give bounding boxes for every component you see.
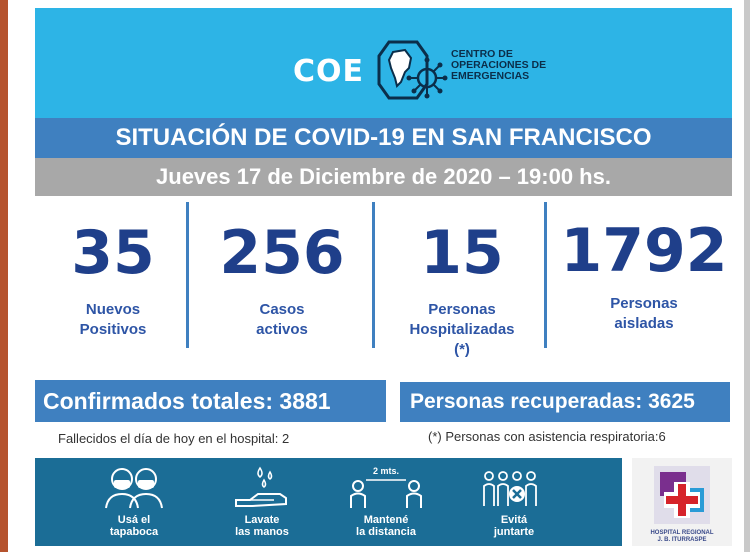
stat-value: 15 — [420, 218, 504, 288]
left-frame-border — [0, 0, 8, 552]
tip-line2: las manos — [235, 526, 289, 538]
stat-label-line1: Personas — [610, 295, 678, 312]
deaths-note: Fallecidos el día de hoy en el hospital:… — [58, 431, 290, 446]
logo-abbreviation: COE — [293, 54, 365, 89]
stat-divider — [372, 202, 375, 348]
virus-map-icon — [377, 40, 448, 100]
mask-icon — [105, 468, 163, 509]
logo-text: CENTRO DE OPERACIONES DE EMERGENCIAS — [451, 49, 546, 82]
stat-active-cases: 256 Casos activos — [196, 222, 368, 340]
stat-divider — [544, 202, 547, 348]
stat-label-line1: Casos — [259, 301, 305, 318]
tip-distance: 2 mts. Mantené la distancia — [331, 464, 441, 538]
hospital-name-line1: HOSPITAL REGIONAL — [650, 530, 714, 536]
handwash-icon — [235, 466, 287, 507]
confirmed-total: Confirmados totales: 3881 — [35, 380, 386, 422]
tip-avoid-gathering: Evitá juntarte — [459, 464, 569, 538]
stat-label-line2: Positivos — [79, 321, 147, 338]
respiratory-note: (*) Personas con asistencia respiratoria… — [428, 429, 666, 444]
tip-line1: Mantené — [363, 514, 409, 526]
report-date: Jueves 17 de Diciembre de 2020 – 19:00 h… — [35, 158, 732, 196]
distance-icon: 2 mts. — [350, 466, 422, 508]
prevention-footer: Usá el tapaboca Lavate las manos 2 mts. … — [35, 458, 622, 546]
header-banner: COE CENTRO DE OPERACIONES DE EMERGENCIAS — [35, 8, 732, 118]
hospital-logo: HOSPITAL REGIONAL J. B. ITURRASPE — [632, 458, 732, 546]
tip-line1: Evitá — [500, 514, 528, 526]
stat-value: 35 — [71, 218, 155, 288]
stat-label-line1: Nuevos — [85, 301, 141, 318]
tip-mask: Usá el tapaboca — [79, 464, 189, 538]
stat-label-line2: Hospitalizadas — [409, 321, 515, 338]
hospital-name: HOSPITAL REGIONAL J. B. ITURRASPE — [632, 530, 732, 544]
report-title: SITUACIÓN DE COVID-19 EN SAN FRANCISCO — [35, 118, 732, 158]
stat-label-line3: (*) — [454, 341, 470, 358]
stat-label-line1: Personas — [428, 301, 496, 318]
distance-label: 2 mts. — [373, 466, 399, 476]
tip-handwash: Lavate las manos — [207, 464, 317, 538]
group-crossed-icon — [483, 471, 537, 506]
tip-line2: juntarte — [493, 526, 535, 538]
hospital-name-line2: J. B. ITURRASPE — [657, 537, 707, 543]
tip-line2: tapaboca — [109, 526, 159, 538]
tip-line2: la distancia — [356, 526, 416, 538]
logo-line-1: CENTRO DE — [451, 48, 513, 60]
tip-line1: Lavate — [244, 514, 280, 526]
logo-line-3: EMERGENCIAS — [451, 70, 530, 82]
recovered-total: Personas recuperadas: 3625 — [400, 382, 730, 422]
hospital-cross-icon — [654, 466, 710, 524]
logo-line-2: OPERACIONES DE — [451, 59, 547, 71]
tip-line1: Usá el — [117, 514, 151, 526]
stat-hospitalized: 15 Personas Hospitalizadas (*) — [382, 222, 542, 360]
stat-label-line2: activos — [256, 321, 308, 338]
right-frame-border — [744, 0, 750, 552]
stat-label-line2: aisladas — [614, 315, 674, 332]
stat-value: 256 — [219, 218, 345, 288]
stat-new-positives: 35 Nuevos Positivos — [48, 222, 178, 340]
stat-isolated: 1792 Personas aisladas — [556, 220, 732, 334]
coe-logo: COE CENTRO DE OPERACIONES DE EMERGENCIAS — [293, 38, 593, 108]
stat-value: 1792 — [560, 216, 728, 286]
stat-divider — [186, 202, 189, 348]
